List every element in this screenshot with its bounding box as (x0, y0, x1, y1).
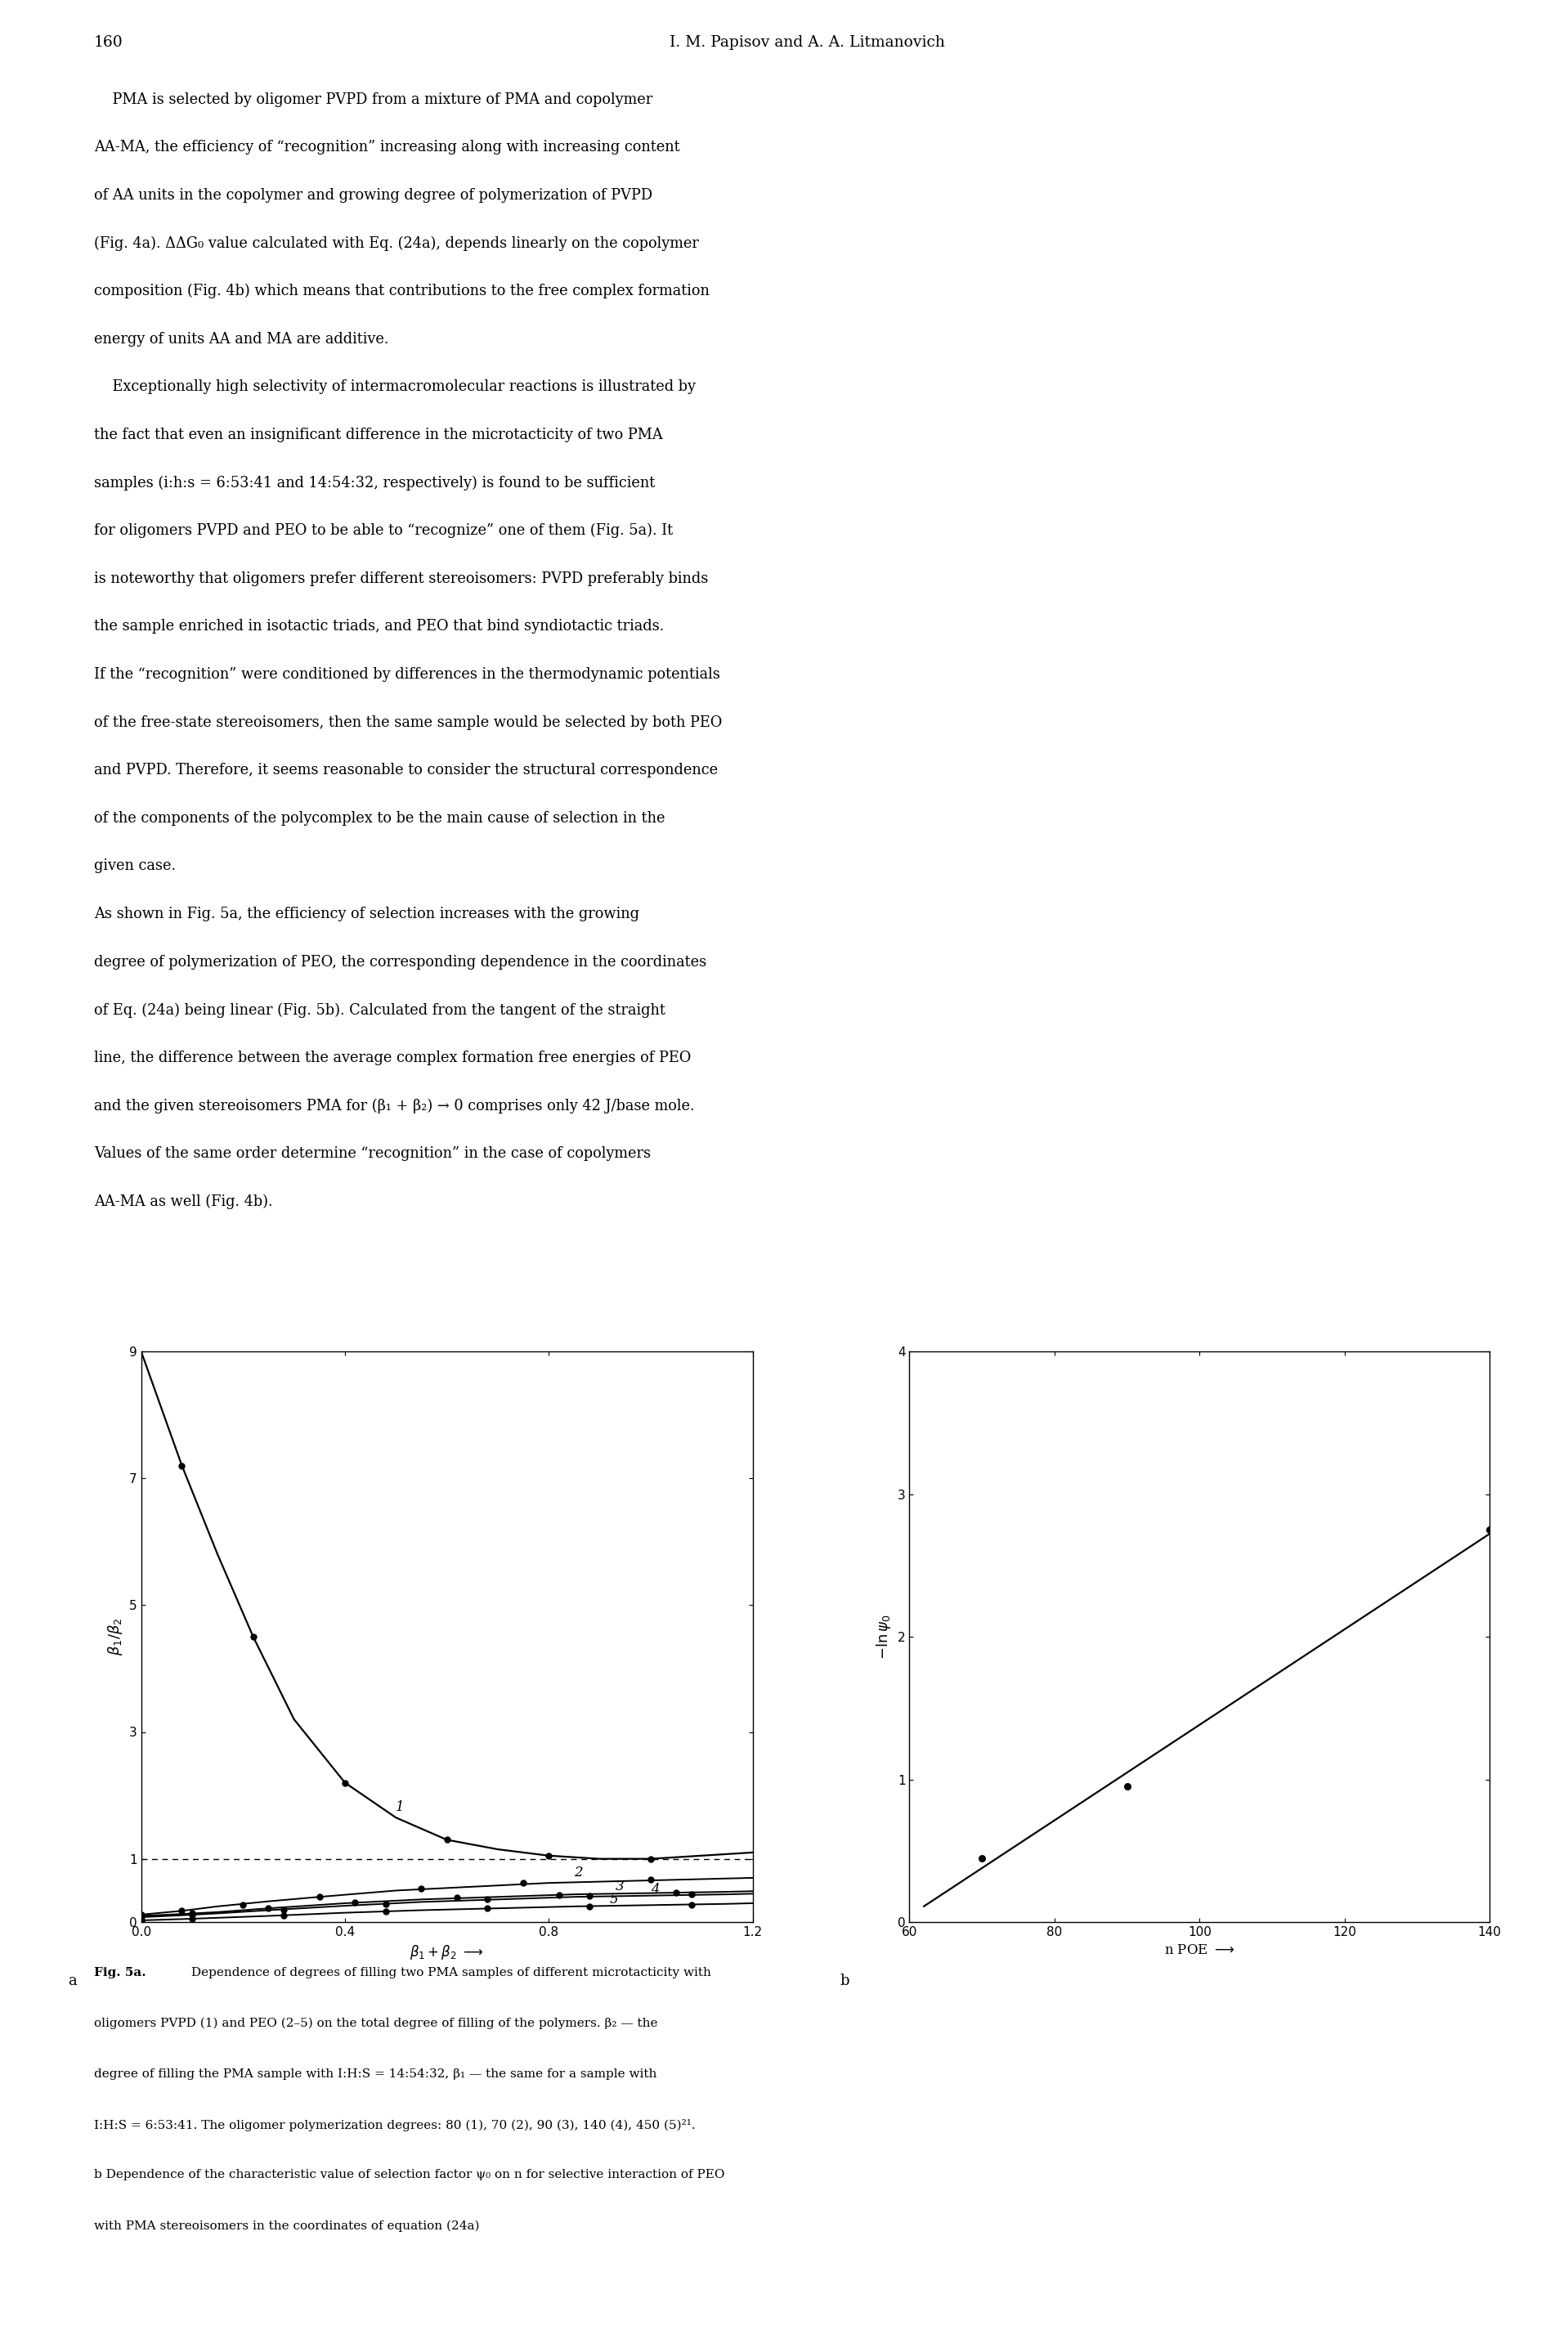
Text: with PMA stereoisomers in the coordinates of equation (24a): with PMA stereoisomers in the coordinate… (94, 2220, 480, 2232)
Text: PMA is selected by oligomer PVPD from a mixture of PMA and copolymer: PMA is selected by oligomer PVPD from a … (94, 93, 652, 107)
Text: degree of polymerization of PEO, the corresponding dependence in the coordinates: degree of polymerization of PEO, the cor… (94, 955, 707, 969)
Text: Values of the same order determine “recognition” in the case of copolymers: Values of the same order determine “reco… (94, 1146, 651, 1160)
Text: degree of filling the PMA sample with I:H:S = 14:54:32, β₁ — the same for a samp: degree of filling the PMA sample with I:… (94, 2069, 657, 2081)
Text: energy of units AA and MA are additive.: energy of units AA and MA are additive. (94, 331, 389, 347)
Text: I. M. Papisov and A. A. Litmanovich: I. M. Papisov and A. A. Litmanovich (670, 35, 946, 49)
Text: 4: 4 (651, 1883, 660, 1897)
Text: the sample enriched in isotactic triads, and PEO that bind syndiotactic triads.: the sample enriched in isotactic triads,… (94, 620, 665, 634)
Text: a: a (67, 1974, 77, 1987)
Text: If the “recognition” were conditioned by differences in the thermodynamic potent: If the “recognition” were conditioned by… (94, 666, 720, 683)
Text: of Eq. (24a) being linear (Fig. 5b). Calculated from the tangent of the straight: of Eq. (24a) being linear (Fig. 5b). Cal… (94, 1002, 665, 1018)
Text: 160: 160 (94, 35, 124, 49)
Text: for oligomers PVPD and PEO to be able to “recognize” one of them (Fig. 5a). It: for oligomers PVPD and PEO to be able to… (94, 524, 673, 538)
Text: Dependence of degrees of filling two PMA samples of different microtacticity wit: Dependence of degrees of filling two PMA… (187, 1967, 710, 1978)
Text: AA-MA, the efficiency of “recognition” increasing along with increasing content: AA-MA, the efficiency of “recognition” i… (94, 140, 681, 154)
Text: oligomers PVPD (1) and PEO (2–5) on the total degree of filling of the polymers.: oligomers PVPD (1) and PEO (2–5) on the … (94, 2018, 657, 2029)
Text: 2: 2 (574, 1866, 583, 1880)
Y-axis label: $-\ln\psi_0$: $-\ln\psi_0$ (875, 1615, 892, 1659)
Text: b Dependence of the characteristic value of selection factor ψ₀ on n for selecti: b Dependence of the characteristic value… (94, 2169, 724, 2181)
Text: samples (i:h:s = 6:53:41 and 14:54:32, respectively) is found to be sufficient: samples (i:h:s = 6:53:41 and 14:54:32, r… (94, 475, 655, 489)
Text: of AA units in the copolymer and growing degree of polymerization of PVPD: of AA units in the copolymer and growing… (94, 189, 652, 203)
Text: composition (Fig. 4b) which means that contributions to the free complex formati: composition (Fig. 4b) which means that c… (94, 284, 710, 298)
Text: of the free-state stereoisomers, then the same sample would be selected by both : of the free-state stereoisomers, then th… (94, 715, 723, 729)
Text: As shown in Fig. 5a, the efficiency of selection increases with the growing: As shown in Fig. 5a, the efficiency of s… (94, 906, 640, 920)
Text: Exceptionally high selectivity of intermacromolecular reactions is illustrated b: Exceptionally high selectivity of interm… (94, 380, 696, 394)
Text: and PVPD. Therefore, it seems reasonable to consider the structural corresponden: and PVPD. Therefore, it seems reasonable… (94, 762, 718, 778)
Text: the fact that even an insignificant difference in the microtacticity of two PMA: the fact that even an insignificant diff… (94, 426, 663, 443)
Text: given case.: given case. (94, 860, 176, 874)
X-axis label: $\beta_1+\beta_2$ $\longrightarrow$: $\beta_1+\beta_2$ $\longrightarrow$ (409, 1943, 485, 1962)
Text: b: b (840, 1974, 850, 1987)
Text: and the given stereoisomers PMA for (β₁ + β₂) → 0 comprises only 42 J/base mole.: and the given stereoisomers PMA for (β₁ … (94, 1097, 695, 1114)
X-axis label: n POE $\longrightarrow$: n POE $\longrightarrow$ (1163, 1943, 1236, 1957)
Text: is noteworthy that oligomers prefer different stereoisomers: PVPD preferably bin: is noteworthy that oligomers prefer diff… (94, 571, 709, 587)
Text: (Fig. 4a). ΔΔG₀ value calculated with Eq. (24a), depends linearly on the copolym: (Fig. 4a). ΔΔG₀ value calculated with Eq… (94, 235, 699, 252)
Text: AA-MA as well (Fig. 4b).: AA-MA as well (Fig. 4b). (94, 1195, 273, 1209)
Text: of the components of the polycomplex to be the main cause of selection in the: of the components of the polycomplex to … (94, 811, 665, 825)
Text: 3: 3 (615, 1880, 624, 1894)
Text: 5: 5 (610, 1892, 619, 1906)
Text: 1: 1 (395, 1801, 405, 1815)
Text: Fig. 5a.: Fig. 5a. (94, 1967, 146, 1978)
Text: line, the difference between the average complex formation free energies of PEO: line, the difference between the average… (94, 1051, 691, 1065)
Y-axis label: $\beta_1/\beta_2$: $\beta_1/\beta_2$ (107, 1617, 124, 1657)
Text: I:H:S = 6:53:41. The oligomer polymerization degrees: 80 (1), 70 (2), 90 (3), 14: I:H:S = 6:53:41. The oligomer polymeriza… (94, 2118, 696, 2132)
